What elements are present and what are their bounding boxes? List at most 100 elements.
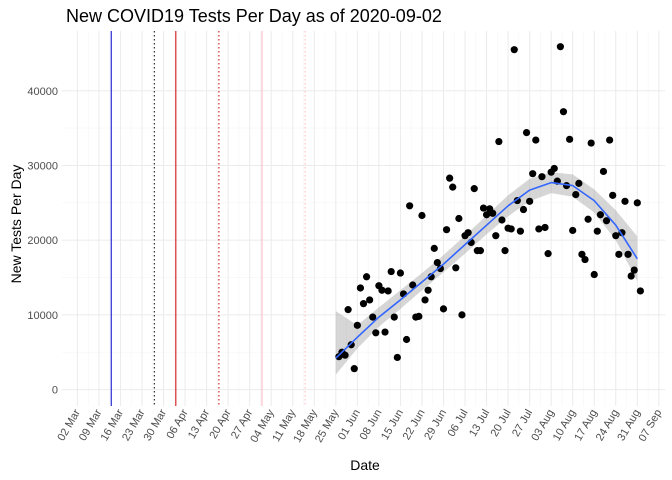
data-point [556,43,564,51]
data-point [366,296,374,304]
data-point [406,202,414,210]
data-point [581,255,589,264]
data-point [599,167,608,176]
y-tick-label: 40000 [27,86,58,98]
data-point [430,244,438,252]
data-point [418,211,426,220]
data-point [393,353,401,362]
data-point [522,128,531,137]
data-point [627,272,635,280]
data-point [479,204,488,212]
data-point [566,135,574,143]
data-point [415,312,423,320]
data-point [402,335,411,344]
data-point [424,286,432,294]
data-point [498,216,506,224]
data-point [633,199,641,207]
data-point [510,46,518,54]
data-point [372,329,380,337]
data-point [442,226,451,234]
data-point [516,227,525,235]
chart-title: New COVID19 Tests Per Day as of 2020-09-… [66,6,442,26]
x-tick-label: 29 Jun [422,408,449,443]
data-point [421,296,429,304]
smooth-line [335,181,638,359]
data-point [544,250,552,258]
data-point [452,264,460,272]
reference-lines [110,31,306,406]
data-point [439,305,448,313]
data-point [624,250,632,258]
data-point [396,269,405,277]
data-point [612,232,620,240]
data-points [335,43,644,373]
data-point [458,311,466,319]
data-point [449,183,457,191]
x-tick-label: 20 Jul [489,408,514,439]
data-point [507,225,515,233]
data-point [482,211,491,219]
data-point [476,247,485,255]
y-axis-title: New Tests Per Day [8,165,24,284]
data-point [356,284,365,292]
data-point [569,226,577,235]
data-point [550,164,558,173]
data-point [606,136,614,144]
data-point [362,273,371,281]
y-tick-label: 30000 [27,160,58,172]
data-point [436,264,445,273]
data-point [630,266,638,274]
data-point [495,137,503,146]
data-point [470,185,478,193]
data-point [596,211,604,219]
data-point [381,328,389,336]
data-point [464,229,472,237]
data-point [455,214,463,223]
data-point [347,341,355,349]
data-point [584,215,592,223]
data-point [350,365,358,373]
data-point [609,191,617,199]
data-point [492,232,500,240]
data-point [387,267,395,276]
data-point [433,258,441,267]
data-point [390,313,398,321]
gridlines [62,31,665,406]
data-point [575,179,583,187]
data-point [532,136,540,144]
data-point [526,197,534,205]
data-point [615,250,623,258]
y-tick-label: 0 [52,385,58,397]
data-point [559,108,568,116]
data-point [369,313,377,321]
y-axis-ticks: 0 10000 20000 30000 40000 [27,86,58,397]
data-point [353,321,361,329]
data-point [513,196,521,205]
data-point [602,217,611,225]
y-tick-label: 10000 [27,310,58,322]
data-point [535,225,543,233]
x-tick-label: 06 Jul [446,408,471,439]
data-point [341,351,349,359]
x-tick-label: 13 Jul [467,408,492,439]
data-point [621,197,629,205]
data-point [344,306,352,314]
data-point [572,190,580,199]
data-point [501,247,509,255]
data-point [538,173,546,181]
data-point [541,223,549,232]
data-point [489,209,497,217]
data-point [446,174,454,182]
data-point [587,139,595,147]
data-point [529,170,537,178]
x-axis-title: Date [350,457,380,473]
y-tick-label: 20000 [27,235,58,247]
data-point [359,300,368,308]
data-point [590,270,598,279]
data-point [636,287,644,295]
smooth-line-group [335,181,638,359]
data-point [409,281,417,289]
data-point [384,287,392,295]
